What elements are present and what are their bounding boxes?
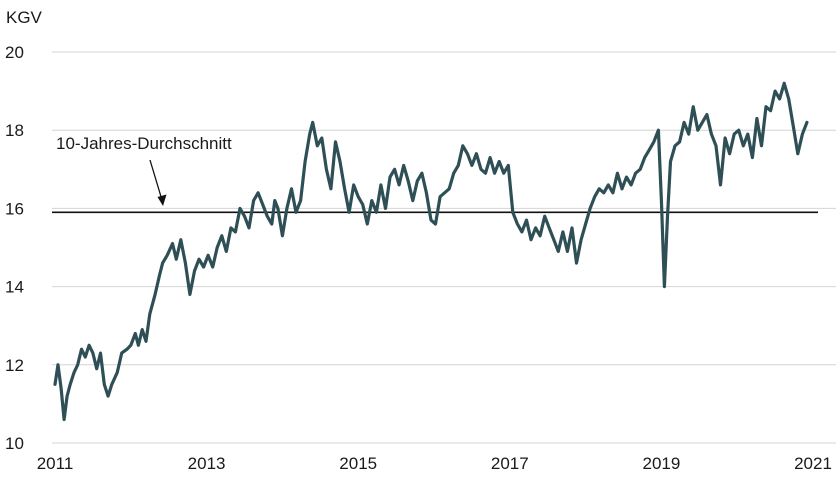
y-tick-label: 10 [5,434,24,453]
y-tick-label: 16 [5,199,24,218]
y-tick-label: 18 [5,121,24,140]
x-tick-label: 2011 [37,454,74,473]
grid-lines [52,51,836,444]
y-tick-label: 14 [5,278,24,297]
annotation-arrowhead [157,194,167,206]
y-axis-ticks: 10 12 14 16 18 20 [5,43,24,453]
series-line [53,81,809,422]
x-tick-label: 2019 [642,454,680,473]
y-axis-title: KGV [6,8,43,27]
x-axis-ticks: 2011 2013 2015 2017 2019 2021 [37,454,832,473]
reference-label: 10-Jahres-Durchschnitt [56,134,232,153]
x-tick-label: 2021 [794,454,832,473]
x-tick-label: 2015 [339,454,377,473]
annotation-arrow [149,159,163,201]
y-tick-label: 20 [5,43,24,62]
x-tick-label: 2013 [188,454,226,473]
reference-annotation: 10-Jahres-Durchschnitt [56,134,232,206]
y-tick-label: 12 [5,356,24,375]
x-tick-label: 2017 [491,454,529,473]
